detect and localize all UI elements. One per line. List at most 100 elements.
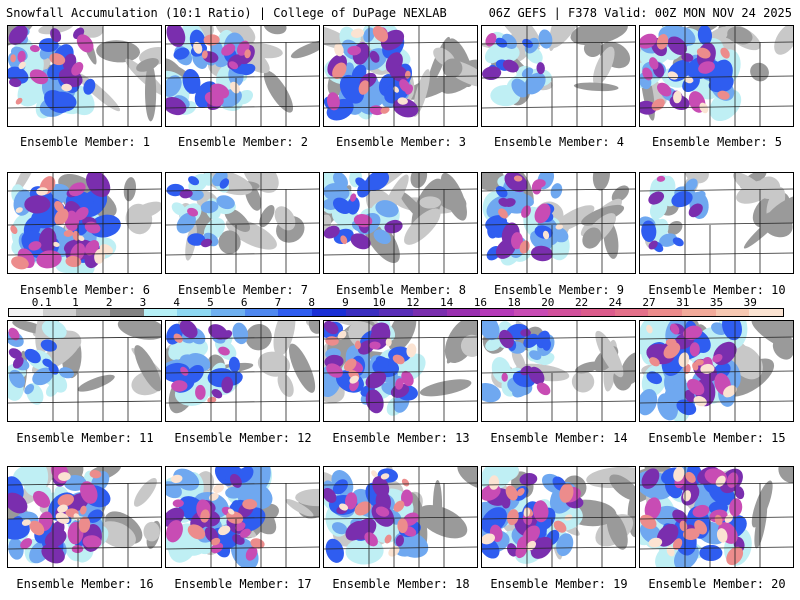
colorbar-tick-label: 5 <box>207 296 214 309</box>
snowfall-colorbar <box>8 308 784 317</box>
ensemble-map-panel <box>481 25 636 127</box>
ensemble-map-panel <box>481 466 636 568</box>
colorbar-swatch <box>311 309 346 316</box>
colorbar-swatch <box>143 309 178 316</box>
ensemble-member-caption: Ensemble Member: 13 <box>332 431 470 445</box>
ensemble-member-caption: Ensemble Member: 12 <box>174 431 312 445</box>
colorbar-tick-label: 20 <box>541 296 555 309</box>
ensemble-member-caption: Ensemble Member: 1 <box>19 135 151 149</box>
snowfall-map <box>324 321 477 421</box>
colorbar-tick-label: 8 <box>308 296 315 309</box>
ensemble-map-panel <box>7 172 162 274</box>
colorbar-swatch <box>749 309 784 316</box>
colorbar-tick-label: 24 <box>608 296 622 309</box>
ensemble-map-panel <box>639 172 794 274</box>
colorbar-swatch <box>177 309 211 316</box>
ensemble-member-caption: Ensemble Member: 6 <box>19 283 151 297</box>
colorbar-tick-label: 6 <box>240 296 248 309</box>
colorbar-tick-label: 27 <box>642 296 656 309</box>
colorbar-tick-label: 7 <box>274 296 282 309</box>
colorbar-swatch <box>278 309 312 316</box>
ensemble-member-caption: Ensemble Member: 7 <box>177 283 309 297</box>
colorbar-tick-label: 14 <box>439 296 454 309</box>
colorbar-swatch <box>513 309 548 316</box>
colorbar-tick-label: 31 <box>676 296 690 309</box>
ensemble-member-caption: Ensemble Member: 4 <box>493 135 625 149</box>
ensemble-map-panel <box>165 466 320 568</box>
ensemble-member-caption: Ensemble Member: 16 <box>16 577 154 591</box>
colorbar-swatch <box>379 309 413 316</box>
colorbar-tick-label: 3 <box>139 296 147 309</box>
colorbar-swatch <box>109 309 144 316</box>
ensemble-map-panel <box>639 320 794 422</box>
colorbar-swatch <box>412 309 447 316</box>
ensemble-member-caption: Ensemble Member: 10 <box>648 283 786 297</box>
colorbar-tick-label: 18 <box>507 296 521 309</box>
colorbar-swatch <box>446 309 481 316</box>
snowfall-map <box>324 173 477 273</box>
ensemble-member-caption: Ensemble Member: 17 <box>174 577 312 591</box>
colorbar-tick-label: 1 <box>72 296 79 309</box>
ensemble-member-caption: Ensemble Member: 8 <box>335 283 467 297</box>
ensemble-map-panel <box>165 172 320 274</box>
colorbar-tick-label: 12 <box>406 296 420 309</box>
ensemble-member-caption: Ensemble Member: 18 <box>332 577 470 591</box>
colorbar-swatch <box>614 309 649 316</box>
colorbar-swatch <box>682 309 716 316</box>
snowfall-map <box>640 173 793 273</box>
ensemble-map-panel <box>323 172 478 274</box>
colorbar-swatch <box>9 309 43 316</box>
snowfall-map <box>8 173 161 273</box>
snowfall-map <box>482 467 635 567</box>
ensemble-member-caption: Ensemble Member: 14 <box>490 431 628 445</box>
colorbar-tick-label: 39 <box>743 296 757 309</box>
colorbar-swatch <box>76 309 110 316</box>
ensemble-map-panel <box>481 320 636 422</box>
snowfall-map <box>8 321 161 421</box>
header-valid-time: 06Z GEFS | F378 Valid: 00Z MON NOV 24 20… <box>488 6 792 20</box>
snowfall-map <box>166 321 319 421</box>
colorbar-swatch <box>210 309 245 316</box>
colorbar-tick-label: 22 <box>574 296 589 309</box>
colorbar-tick-label: 0.1 <box>31 296 52 309</box>
snowfall-map <box>482 321 635 421</box>
colorbar-swatch <box>345 309 380 316</box>
colorbar-tick-label: 2 <box>105 296 113 309</box>
ensemble-map-panel <box>639 25 794 127</box>
ensemble-member-caption: Ensemble Member: 3 <box>335 135 467 149</box>
ensemble-member-caption: Ensemble Member: 9 <box>493 283 625 297</box>
ensemble-map-panel <box>165 25 320 127</box>
snowfall-map <box>166 26 319 126</box>
ensemble-map-panel <box>165 320 320 422</box>
header-title: Snowfall Accumulation (10:1 Ratio) | Col… <box>6 6 447 20</box>
colorbar-swatch <box>480 309 514 316</box>
colorbar-tick-label: 9 <box>342 296 349 309</box>
snowfall-map <box>640 467 793 567</box>
colorbar-swatch <box>715 309 750 316</box>
ensemble-member-caption: Ensemble Member: 15 <box>648 431 786 445</box>
ensemble-member-caption: Ensemble Member: 11 <box>16 431 154 445</box>
colorbar-tick-label: 35 <box>709 296 724 309</box>
snowfall-map <box>640 26 793 126</box>
snowfall-map <box>166 467 319 567</box>
ensemble-member-caption: Ensemble Member: 5 <box>651 135 783 149</box>
snowfall-map <box>8 467 161 567</box>
colorbar-tick-labels: 0.1 1 2 3 4 5 6 7 8 9 10 12 14 16 18 20 22 24 27 31 35 39 <box>8 296 784 309</box>
colorbar-tick-label: 10 <box>372 296 386 309</box>
ensemble-map-panel <box>7 466 162 568</box>
ensemble-member-caption: Ensemble Member: 20 <box>648 577 786 591</box>
colorbar-swatch <box>42 309 77 316</box>
colorbar-tick-label: 4 <box>173 296 180 309</box>
colorbar-swatch <box>581 309 615 316</box>
ensemble-member-caption: Ensemble Member: 2 <box>177 135 309 149</box>
ensemble-map-panel <box>7 320 162 422</box>
colorbar-tick-label: 16 <box>473 296 487 309</box>
snowfall-map <box>640 321 793 421</box>
snowfall-map <box>166 173 319 273</box>
ensemble-map-panel <box>481 172 636 274</box>
snowfall-map <box>324 26 477 126</box>
snowfall-map <box>482 173 635 273</box>
colorbar-swatch <box>648 309 683 316</box>
colorbar-swatch <box>244 309 279 316</box>
snowfall-map <box>324 467 477 567</box>
